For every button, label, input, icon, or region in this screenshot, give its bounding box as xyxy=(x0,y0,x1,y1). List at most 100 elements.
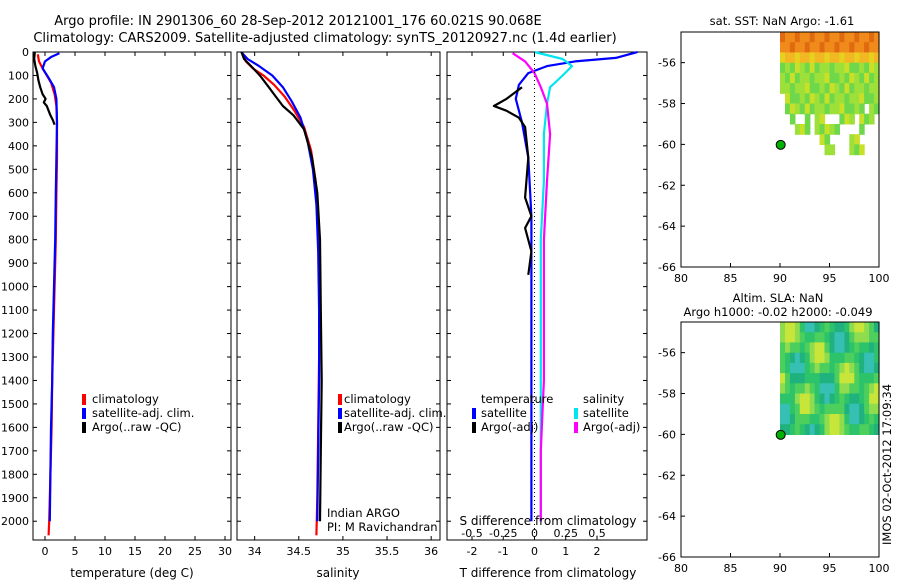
heatmap-cell xyxy=(874,352,880,364)
y-tick-label: -58 xyxy=(658,98,676,111)
heatmap-cell xyxy=(874,332,880,343)
heatmap-cell xyxy=(799,332,806,343)
heatmap-cell xyxy=(785,42,791,53)
heatmap-cell xyxy=(799,373,806,384)
heatmap-cell xyxy=(785,383,791,395)
heatmap-cell xyxy=(804,393,811,405)
heatmap-cell xyxy=(824,52,831,64)
heatmap-cell xyxy=(780,414,786,425)
heatmap-cell xyxy=(869,103,875,115)
heatmap-cell xyxy=(864,383,870,395)
heatmap-cell xyxy=(785,32,791,43)
heatmap-cell xyxy=(824,362,831,374)
heatmap-cell xyxy=(809,373,816,384)
heatmap-cell xyxy=(780,42,786,53)
salinity-panel: 34 34.5 35 35.5 36 salinity climatology sate… xyxy=(236,51,446,580)
heatmap-cell xyxy=(824,103,831,115)
s-tick-label: -0.5 xyxy=(461,527,482,540)
y-tick-label: -66 xyxy=(658,261,676,274)
heatmap-cell xyxy=(819,52,826,64)
heatmap-cell xyxy=(864,352,870,364)
sla-heatmap xyxy=(780,322,880,435)
heatmap-cell xyxy=(814,373,821,384)
heatmap-cell xyxy=(849,383,855,395)
y-tick-label: 1400 xyxy=(1,374,29,387)
heatmap-cell xyxy=(799,362,806,374)
heatmap-cell xyxy=(869,62,875,74)
heatmap-cell xyxy=(804,373,811,384)
heatmap-cell xyxy=(819,393,826,405)
heatmap-cell xyxy=(859,342,865,354)
sla-map-panel: Altim. SLA: NaN Argo h1000: -0.02 h2000:… xyxy=(658,291,889,575)
heatmap-cell xyxy=(799,352,806,364)
heatmap-cell xyxy=(874,414,880,425)
sla-map-title-line2: Argo h1000: -0.02 h2000: -0.049 xyxy=(683,305,872,319)
heatmap-cell xyxy=(844,62,850,74)
legend-swatch-argo xyxy=(82,422,86,433)
heatmap-cell xyxy=(869,362,875,374)
heatmap-cell xyxy=(849,144,855,156)
series-line-t-satellite xyxy=(514,50,638,522)
y-tick-label: 400 xyxy=(8,140,29,153)
heatmap-cell xyxy=(834,124,840,135)
heatmap-cell xyxy=(834,32,840,43)
heatmap-cell xyxy=(844,113,850,125)
heatmap-cell xyxy=(849,83,855,94)
heatmap-cell xyxy=(794,373,801,384)
legend-swatch-climatology xyxy=(82,394,86,405)
heatmap-cell xyxy=(789,62,796,74)
heatmap-cell xyxy=(799,424,806,435)
x-tick-label: 80 xyxy=(674,272,688,285)
heatmap-cell xyxy=(785,322,791,333)
heatmap-cell xyxy=(789,342,796,354)
heatmap-cell xyxy=(844,42,850,53)
heatmap-cell xyxy=(854,322,860,333)
salinity-xlabel: salinity xyxy=(316,566,359,580)
heatmap-cell xyxy=(854,373,860,384)
heatmap-cell xyxy=(794,393,801,405)
heatmap-cell xyxy=(780,352,786,364)
heatmap-cell xyxy=(834,103,840,115)
heatmap-cell xyxy=(804,362,811,374)
heatmap-cell xyxy=(859,32,865,43)
sst-map-title: sat. SST: NaN Argo: -1.61 xyxy=(710,14,855,28)
series-line-t-argo xyxy=(492,86,533,276)
s-difference-label: S difference from climatology xyxy=(460,514,637,528)
heatmap-cell xyxy=(839,42,845,53)
heatmap-cell xyxy=(829,373,836,384)
heatmap-cell xyxy=(834,393,840,405)
heatmap-cell xyxy=(839,113,845,125)
heatmap-cell xyxy=(849,342,855,354)
heatmap-cell xyxy=(869,373,875,384)
heatmap-cell xyxy=(849,93,855,105)
heatmap-cell xyxy=(789,113,796,125)
temperature-legend: climatology satellite-adj. clim. Argo(..… xyxy=(82,392,194,434)
y-tick-label: 700 xyxy=(8,210,29,223)
s-tick-label: 0.5 xyxy=(588,527,606,540)
heatmap-cell xyxy=(799,322,806,333)
annotation-pi: PI: M Ravichandran xyxy=(327,520,438,534)
y-tick-label: 1200 xyxy=(1,328,29,341)
x-tick-label: 95 xyxy=(823,272,837,285)
heatmap-cell xyxy=(819,72,826,84)
heatmap-cell xyxy=(864,72,870,84)
heatmap-cell xyxy=(829,93,836,105)
heatmap-cell xyxy=(849,113,855,125)
y-tick-label: 1900 xyxy=(1,492,29,505)
y-tick-label: -62 xyxy=(658,179,676,192)
heatmap-cell xyxy=(819,93,826,105)
x-tick-label: 20 xyxy=(158,545,172,558)
heatmap-cell xyxy=(869,72,875,84)
heatmap-cell xyxy=(814,124,821,135)
heatmap-cell xyxy=(849,424,855,435)
heatmap-cell xyxy=(824,83,831,94)
heatmap-cell xyxy=(834,72,840,84)
heatmap-cell xyxy=(824,144,831,156)
heatmap-cell xyxy=(869,383,875,395)
heatmap-cell xyxy=(799,103,806,115)
heatmap-cell xyxy=(785,52,791,64)
heatmap-cell xyxy=(794,362,801,374)
heatmap-cell xyxy=(804,72,811,84)
legend-label-s-argo: Argo(-adj) xyxy=(583,420,640,434)
heatmap-cell xyxy=(849,42,855,53)
